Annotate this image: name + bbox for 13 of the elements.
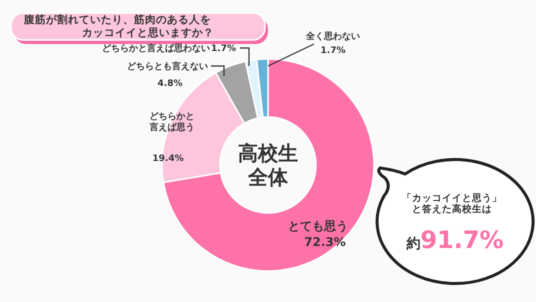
text: 高校生全体 [237, 141, 299, 189]
slice-label: 全く思わない [305, 31, 360, 42]
chart-title: 腹筋が割れていたり、筋肉のある人をカッコイイと思いますか？ [24, 14, 214, 40]
text: 約91.7% [405, 226, 504, 254]
text: 「カッコイイと思う」と答えた高校生は [401, 193, 503, 216]
data-label: 1.7% [320, 46, 346, 56]
slice-label: とても思う [288, 219, 348, 233]
data-label: 19.4% [152, 154, 184, 164]
slice-label: どちらかと言えば思わない [102, 43, 210, 54]
slice-label: どちらかと言えば思う [148, 112, 196, 134]
data-label: 1.7% [211, 44, 236, 54]
slice-label: どちらとも言えない [127, 61, 208, 72]
data-label: 4.8% [158, 79, 182, 89]
